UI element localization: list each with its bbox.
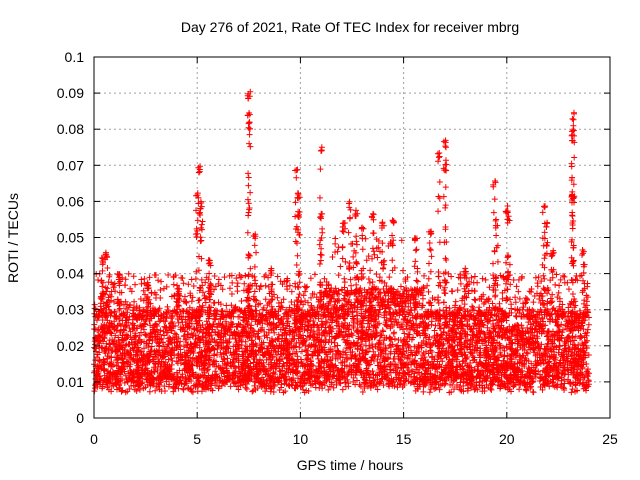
- data-point: [550, 382, 557, 389]
- data-point: [560, 384, 567, 391]
- data-point: [254, 385, 261, 392]
- data-point: [146, 388, 153, 395]
- data-point: [126, 325, 133, 332]
- data-point: [383, 322, 390, 329]
- data-point: [161, 388, 168, 395]
- data-point: [220, 333, 227, 340]
- data-point: [249, 388, 256, 395]
- data-point: [378, 332, 385, 339]
- data-point: [524, 350, 531, 357]
- data-point: [528, 360, 535, 367]
- data-point: [376, 320, 383, 327]
- data-point: [229, 320, 236, 327]
- data-point: [339, 386, 346, 393]
- data-point: [569, 386, 576, 393]
- data-point: [282, 378, 289, 385]
- data-point: [214, 345, 221, 352]
- data-point: [242, 384, 249, 391]
- data-point: [148, 343, 155, 350]
- data-point: [390, 330, 397, 337]
- data-point: [516, 386, 523, 393]
- data-point: [212, 316, 219, 323]
- data-point: [364, 383, 371, 390]
- data-point: [276, 386, 283, 393]
- data-point: [447, 381, 454, 388]
- data-point: [527, 384, 534, 391]
- data-point: [405, 311, 412, 318]
- data-point: [267, 322, 274, 329]
- data-point: [359, 389, 366, 396]
- data-point: [328, 379, 335, 386]
- data-point: [300, 386, 307, 393]
- data-point: [437, 325, 444, 332]
- data-point: [298, 348, 305, 355]
- data-point: [189, 333, 196, 340]
- data-point: [578, 333, 585, 340]
- data-point: [407, 380, 414, 387]
- data-point: [100, 338, 107, 345]
- data-point: [525, 358, 532, 365]
- data-point: [404, 341, 411, 348]
- data-points: [91, 88, 592, 396]
- data-point: [489, 342, 496, 349]
- data-point: [585, 351, 592, 358]
- data-point: [559, 326, 566, 333]
- data-point: [545, 359, 552, 366]
- data-point: [239, 317, 246, 324]
- data-point: [488, 386, 495, 393]
- data-point: [431, 327, 438, 334]
- data-point: [152, 387, 159, 394]
- data-point: [318, 364, 325, 371]
- data-point: [426, 389, 433, 396]
- data-point: [556, 343, 563, 350]
- data-point: [278, 381, 285, 388]
- data-point: [273, 351, 280, 358]
- data-point: [341, 324, 348, 331]
- data-point: [227, 383, 234, 390]
- data-point: [524, 324, 531, 331]
- chart-title: Day 276 of 2021, Rate Of TEC Index for r…: [181, 19, 519, 35]
- data-point: [420, 388, 427, 395]
- data-point: [271, 329, 278, 336]
- data-point: [523, 387, 530, 394]
- data-point: [333, 381, 340, 388]
- data-point: [373, 329, 380, 336]
- data-point: [147, 382, 154, 389]
- data-point: [401, 330, 408, 337]
- data-point: [529, 388, 536, 395]
- data-point: [246, 333, 253, 340]
- data-point: [369, 344, 376, 351]
- data-point: [230, 356, 237, 363]
- data-point: [585, 321, 592, 328]
- data-point: [568, 389, 575, 396]
